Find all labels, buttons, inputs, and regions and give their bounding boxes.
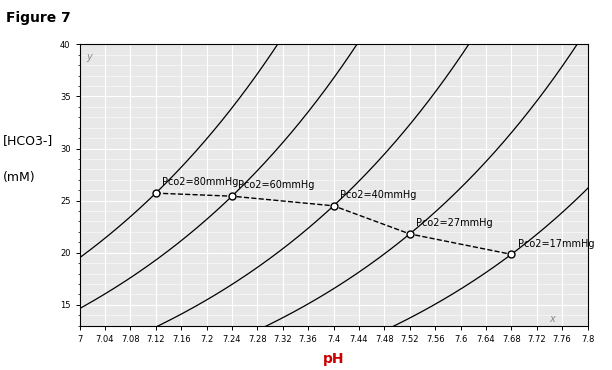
Text: Pco2=27mmHg: Pco2=27mmHg bbox=[416, 218, 493, 228]
Text: Pco2=40mmHg: Pco2=40mmHg bbox=[340, 190, 416, 200]
Text: Pco2=17mmHg: Pco2=17mmHg bbox=[518, 239, 594, 249]
Text: Figure 7: Figure 7 bbox=[6, 11, 71, 25]
Text: y: y bbox=[86, 52, 92, 62]
Text: pH: pH bbox=[323, 352, 345, 366]
Text: Pco2=80mmHg: Pco2=80mmHg bbox=[162, 178, 239, 188]
Text: Pco2=60mmHg: Pco2=60mmHg bbox=[238, 181, 315, 191]
Text: (mM): (mM) bbox=[3, 171, 35, 184]
Text: x: x bbox=[550, 314, 555, 324]
Text: [HCO3-]: [HCO3-] bbox=[3, 134, 53, 147]
